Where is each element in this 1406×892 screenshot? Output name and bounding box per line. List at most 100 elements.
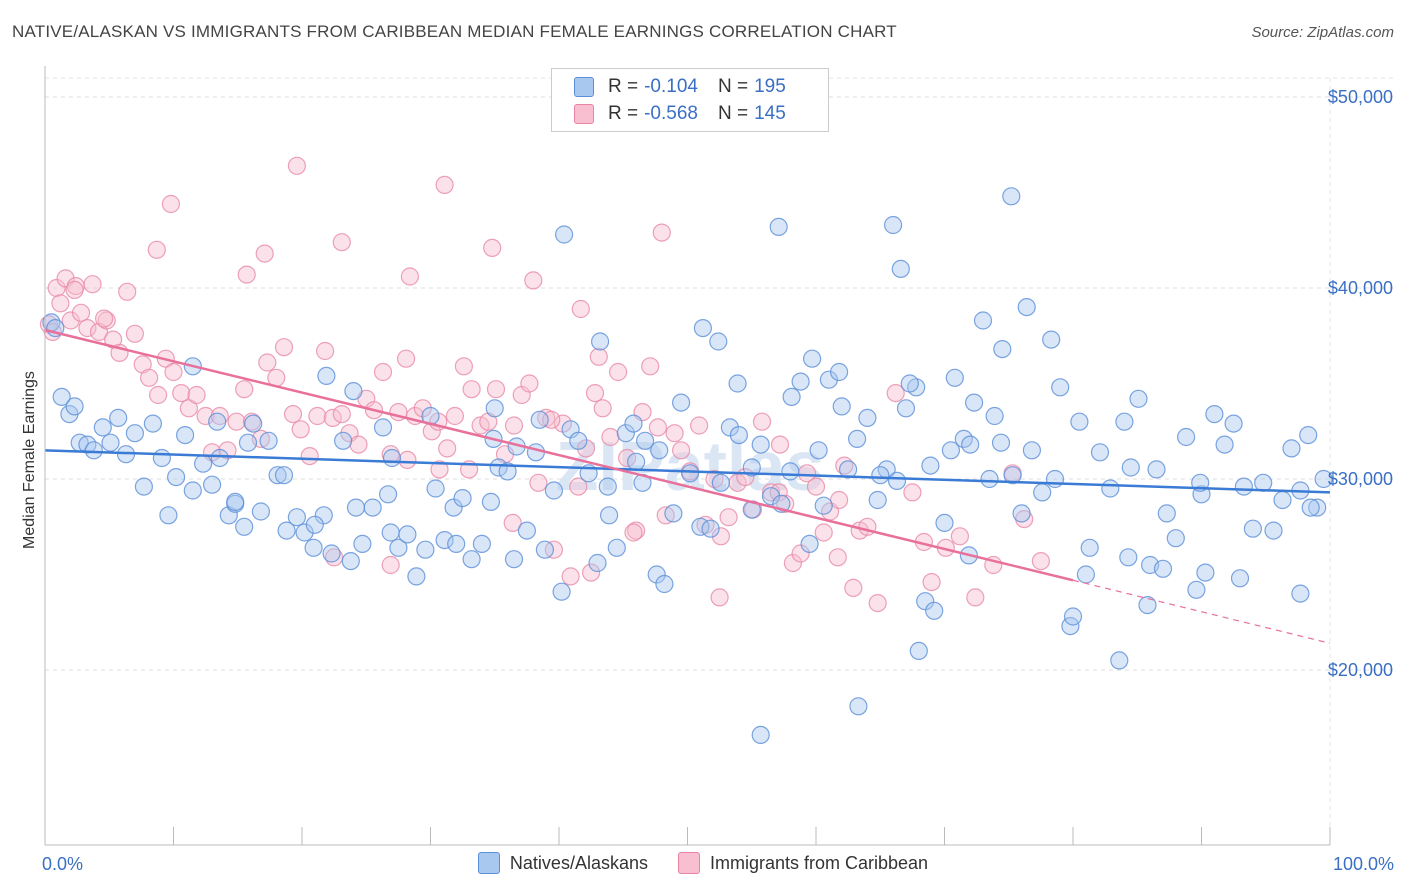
chart-title: NATIVE/ALASKAN VS IMMIGRANTS FROM CARIBB… — [12, 22, 897, 41]
legend-item-caribbean: Immigrants from Caribbean — [677, 852, 929, 874]
point-caribbean — [349, 435, 368, 454]
point-natives — [498, 462, 517, 481]
point-natives — [1090, 443, 1110, 462]
point-natives — [317, 366, 336, 385]
point-caribbean — [829, 490, 849, 510]
point-natives — [569, 431, 588, 450]
point-natives — [1022, 441, 1042, 460]
point-natives — [838, 460, 858, 479]
point-natives — [504, 550, 524, 569]
point-caribbean — [529, 473, 548, 492]
x-tick-label-max: 100.0% — [1333, 854, 1394, 874]
point-natives — [728, 374, 747, 393]
point-natives — [481, 492, 500, 511]
point-natives — [268, 466, 287, 485]
point-caribbean — [454, 357, 473, 376]
point-natives — [1187, 580, 1206, 599]
point-natives — [1110, 651, 1129, 670]
point-natives — [1033, 483, 1052, 502]
point-natives — [814, 496, 833, 515]
point-caribbean — [381, 555, 400, 575]
point-caribbean — [97, 311, 116, 330]
point-natives — [1153, 559, 1173, 578]
point-natives — [635, 431, 655, 450]
point-natives — [896, 399, 916, 418]
point-natives — [900, 374, 919, 393]
point-natives — [552, 582, 571, 601]
point-natives — [344, 382, 363, 401]
point-natives — [655, 574, 674, 594]
point-caribbean — [187, 385, 206, 405]
point-natives — [868, 490, 887, 510]
point-caribbean — [624, 523, 643, 542]
point-caribbean — [504, 416, 524, 435]
point-caribbean — [274, 338, 294, 357]
point-natives — [1017, 298, 1036, 317]
point-caribbean — [218, 441, 237, 460]
point-natives — [382, 448, 402, 468]
point-natives — [887, 471, 907, 490]
point-caribbean — [561, 567, 580, 586]
point-caribbean — [641, 357, 660, 376]
point-natives — [277, 521, 296, 540]
point-caribbean — [689, 416, 709, 435]
legend-swatch-pink — [574, 104, 594, 124]
point-caribbean — [94, 309, 114, 328]
series-caribbean-points — [39, 156, 1051, 613]
point-natives — [1138, 595, 1157, 615]
trend-lines — [44, 328, 1331, 644]
source-label: Source: ZipAtlas.com — [1251, 24, 1394, 41]
point-caribbean — [283, 405, 303, 424]
point-natives — [849, 697, 868, 716]
point-natives — [334, 431, 353, 450]
point-natives — [389, 538, 408, 557]
point-natives — [1230, 569, 1250, 588]
point-caribbean — [435, 175, 454, 194]
point-caribbean — [413, 399, 432, 418]
point-natives — [1002, 187, 1021, 206]
point-natives — [447, 534, 466, 554]
y-tick-label: $40,000 — [1328, 278, 1393, 298]
point-natives — [93, 418, 112, 437]
point-caribbean — [78, 319, 97, 338]
point-natives — [800, 534, 819, 554]
point-caribbean — [671, 441, 691, 460]
point-natives — [664, 504, 683, 523]
point-natives — [671, 393, 691, 412]
point-natives — [554, 225, 574, 244]
point-natives — [626, 452, 646, 471]
point-natives — [544, 481, 564, 500]
point-natives — [1243, 519, 1263, 538]
point-caribbean — [258, 353, 277, 372]
point-natives — [729, 426, 749, 445]
point-natives — [925, 601, 944, 620]
point-caribbean — [196, 406, 215, 426]
point-caribbean — [400, 267, 419, 286]
x-tick-label-min: 0.0% — [42, 854, 83, 874]
point-natives — [624, 414, 643, 433]
point-natives — [1264, 521, 1283, 540]
point-natives — [1176, 427, 1196, 447]
point-natives — [259, 431, 278, 450]
point-natives — [964, 393, 984, 412]
point-caribbean — [291, 420, 310, 439]
point-caribbean — [966, 588, 985, 607]
point-natives — [379, 485, 398, 504]
point-caribbean — [61, 311, 80, 330]
point-caribbean — [581, 563, 601, 582]
point-caribbean — [172, 384, 191, 403]
point-caribbean — [770, 435, 790, 454]
point-natives — [84, 441, 103, 460]
legend-label-caribbean: Immigrants from Caribbean — [709, 852, 929, 873]
point-caribbean — [719, 508, 738, 527]
point-natives — [1273, 490, 1292, 510]
point-caribbean — [255, 244, 274, 263]
legend-r-label: R = — [608, 103, 639, 124]
point-natives — [416, 540, 435, 559]
series-natives-points — [42, 187, 1333, 745]
point-natives — [194, 454, 213, 473]
point-natives — [453, 489, 472, 508]
point-caribbean — [886, 384, 905, 403]
point-natives — [1147, 460, 1166, 479]
point-caribbean — [462, 380, 481, 399]
